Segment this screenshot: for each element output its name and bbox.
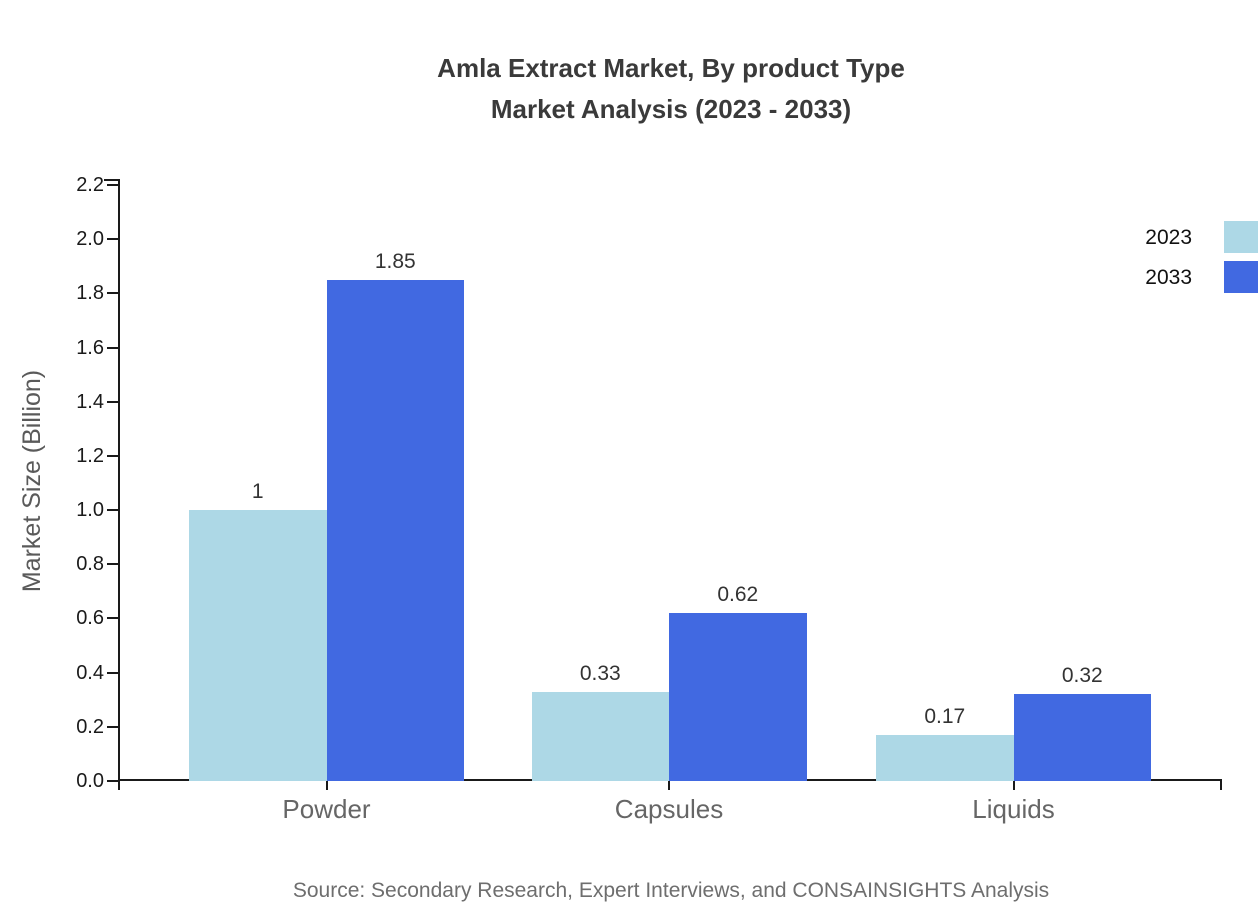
bar-2023-capsules [531,691,669,781]
y-tick-label-1.6: 1.6 [76,336,104,359]
y-tick-1.4 [107,400,120,403]
y-tick-label-0.6: 0.6 [76,607,104,630]
y-tick-label-1.2: 1.2 [76,444,104,467]
value-label-2023-capsules: 0.33 [579,661,621,685]
y-tick-label-1.0: 1.0 [76,499,104,522]
value-label-2023-liquids: 0.17 [924,704,966,728]
legend-label-2023: 2023 [1145,226,1192,249]
legend-label-2033: 2033 [1145,266,1192,289]
bar-2023-powder [189,510,327,781]
legend-swatch-2033 [1224,261,1258,293]
bar-2023-liquids [876,734,1014,781]
y-tick-0.6 [107,617,120,620]
y-tick-0.0 [107,780,120,782]
y-tick-1.6 [107,346,120,349]
y-tick-1.0 [107,509,120,512]
x-axis-end-tick [1220,781,1222,790]
y-axis-label: Market Size (Billion) [18,369,46,593]
x-tick-liquids [1012,781,1015,790]
x-tick-capsules [668,781,670,790]
y-tick-label-1.4: 1.4 [76,390,104,413]
category-label-capsules: Capsules [614,794,724,824]
y-tick-0.2 [107,725,120,728]
legend-swatch-2023 [1224,221,1258,253]
source-note: Source: Secondary Research, Expert Inter… [292,879,1050,902]
y-tick-1.2 [107,454,120,457]
bar-2033-liquids [1013,694,1151,781]
y-tick-2.2 [107,184,120,186]
x-tick-powder [325,781,328,790]
bar-2033-powder [326,279,464,781]
category-label-powder: Powder [282,794,371,824]
y-tick-2.0 [107,238,120,241]
category-label-liquids: Liquids [972,794,1055,824]
bar-2033-capsules [669,613,807,781]
value-label-2033-liquids: 0.32 [1061,664,1103,688]
chart-title-line1: Amla Extract Market, By product Type [437,53,905,83]
chart-title-line2: Market Analysis (2023 - 2033) [490,94,852,124]
y-tick-0.4 [107,671,120,674]
y-tick-label-1.8: 1.8 [76,282,104,305]
y-tick-label-0.4: 0.4 [76,661,104,684]
value-label-2023-powder: 1 [251,480,264,504]
y-tick-label-0.0: 0.0 [76,770,104,792]
y-tick-1.8 [107,292,120,295]
y-tick-label-0.8: 0.8 [76,553,104,576]
y-tick-label-2.0: 2.0 [76,228,104,251]
value-label-2033-capsules: 0.62 [717,583,759,607]
y-axis-line [118,179,120,790]
y-tick-label-2.2: 2.2 [76,174,104,196]
chart-title: Amla Extract Market, By product Type Mar… [120,48,1222,130]
value-label-2033-powder: 1.85 [374,249,416,273]
y-tick-label-0.2: 0.2 [76,715,104,738]
y-tick-0.8 [107,563,120,566]
y-axis-end-cap [104,179,120,181]
